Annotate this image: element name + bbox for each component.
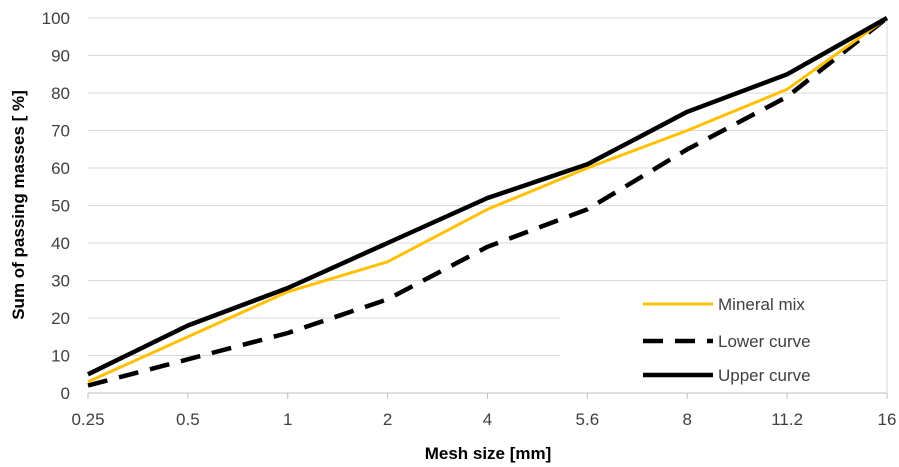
legend-label: Mineral mix [718,295,805,314]
y-tick-label: 40 [51,234,70,253]
x-tick-label: 11.2 [771,410,803,429]
x-axis-title: Mesh size [mm] [425,444,552,463]
y-tick-label: 20 [51,309,70,328]
x-tick-label: 8 [683,410,692,429]
x-tick-label: 4 [483,410,492,429]
x-tick-label: 2 [383,410,392,429]
x-tick-label: 0.25 [71,410,104,429]
series-line-upper-curve [87,16,889,377]
series-lines [87,16,889,388]
y-tick-label: 90 [51,47,70,66]
y-tick-label: 70 [51,122,70,141]
legend-label: Upper curve [718,366,811,385]
y-tick-label: 10 [51,347,70,366]
legend: Mineral mix Lower curve Upper curve [643,295,811,385]
legend-label: Lower curve [718,332,811,351]
y-tick-label: 0 [61,384,70,403]
x-tick-label: 5.6 [576,410,600,429]
x-axis-ticks: 0.25 0.5 1 2 4 5.6 8 11.2 16 [71,393,896,429]
y-axis-ticks: 0 10 20 30 40 50 60 70 80 90 100 [42,9,70,403]
x-tick-label: 16 [878,410,897,429]
y-axis-title: Sum of passing masses [ %] [9,90,28,320]
legend-background [560,282,886,390]
x-tick-label: 1 [283,410,292,429]
series-line-mineral-mix [87,16,888,384]
y-tick-label: 50 [51,197,70,216]
y-tick-label: 60 [51,159,70,178]
legend-box [560,282,886,390]
series-line-lower-curve [87,16,889,388]
y-tick-label: 80 [51,84,70,103]
x-tick-label: 0.5 [176,410,200,429]
y-tick-label: 100 [42,9,70,28]
y-tick-label: 30 [51,272,70,291]
grid-lines [88,17,887,356]
